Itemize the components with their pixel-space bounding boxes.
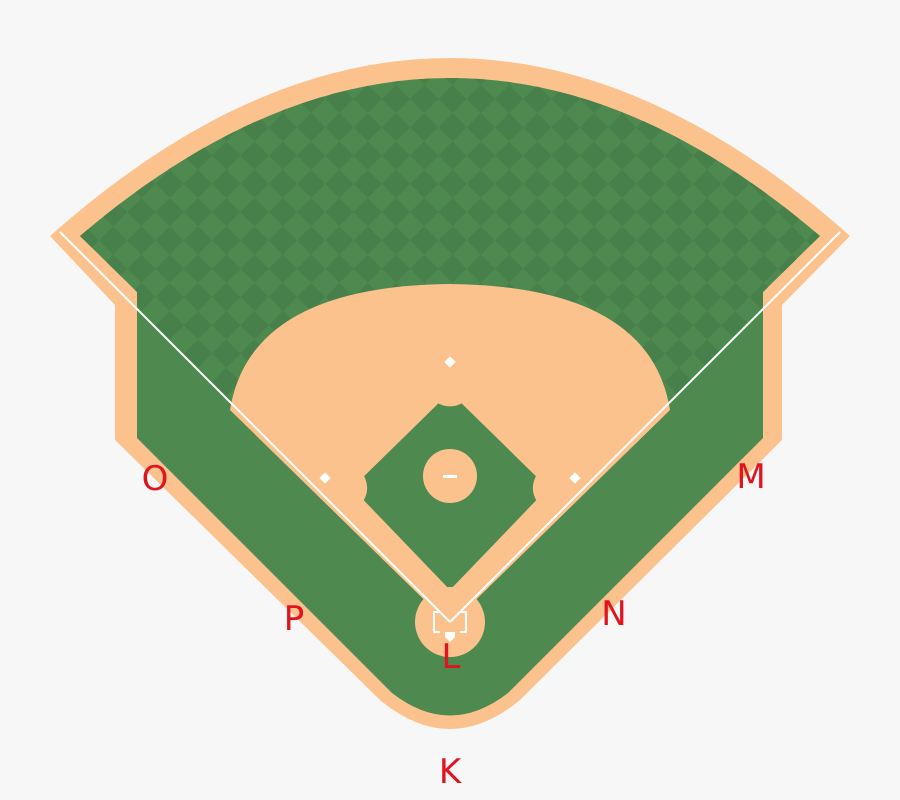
first-base — [569, 472, 581, 484]
right-foul-line — [449, 231, 841, 623]
pitchers-rubber — [443, 475, 457, 478]
third-base-cutout — [328, 465, 368, 511]
second-base — [444, 356, 456, 368]
batters-boxes — [433, 611, 467, 633]
label-n: N — [601, 594, 626, 634]
left-foul-line — [59, 231, 451, 623]
outfield-mow-pattern — [80, 78, 820, 405]
third-base — [319, 472, 331, 484]
label-m: M — [736, 457, 765, 497]
label-l: L — [442, 637, 461, 677]
label-p: P — [284, 599, 305, 639]
home-plate — [445, 632, 455, 642]
first-base-cutout — [532, 465, 572, 511]
label-k: K — [439, 752, 463, 792]
second-base-cutout — [428, 372, 472, 407]
label-o: O — [142, 459, 169, 499]
